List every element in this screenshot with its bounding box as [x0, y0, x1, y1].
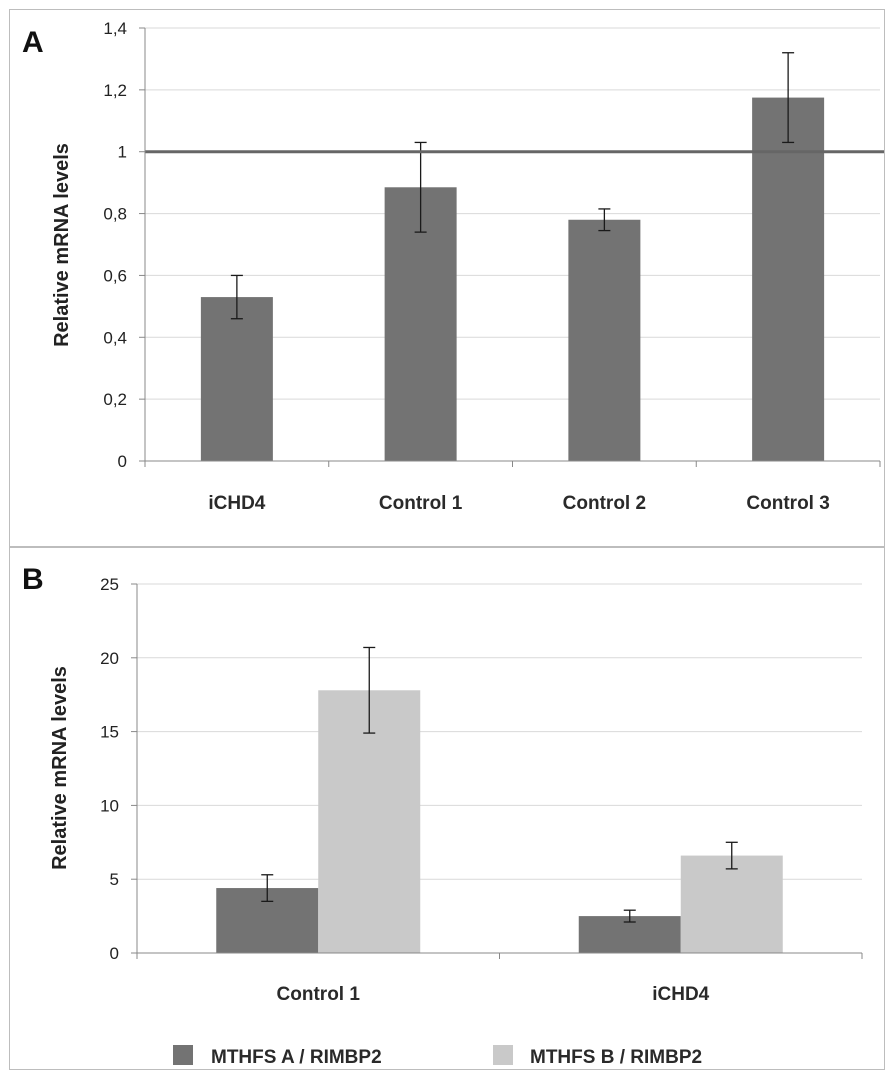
panel-a-bar	[752, 97, 825, 461]
panel-b-gridlines	[137, 583, 862, 880]
panel-a-y-tick-label: 1,4	[103, 19, 127, 38]
panel-a-bar	[568, 219, 641, 461]
legend-label: MTHFS B / RIMBP2	[530, 1047, 702, 1068]
panel-a-bars	[145, 52, 884, 461]
panel-a-category-label: Control 2	[563, 493, 646, 514]
panel-b-y-tick-label: 10	[100, 796, 119, 815]
panel-b-legend: MTHFS A / RIMBP2 MTHFS B / RIMBP2	[173, 1045, 702, 1068]
panel-a-category-label: Control 1	[379, 493, 463, 514]
panel-a-category-label: iCHD4	[208, 493, 265, 514]
panel-a-y-tick-label: 0,4	[103, 328, 127, 347]
panel-b-y-tick-label: 0	[110, 944, 119, 963]
panel-a-category-label: Control 3	[746, 493, 829, 514]
panel-b-y-tick-label: 20	[100, 649, 119, 668]
panel-a-y-tick-label: 1	[118, 143, 127, 162]
panel-b-bars	[216, 646, 783, 953]
panel-a-bar	[200, 297, 273, 461]
legend-swatch	[173, 1045, 193, 1065]
panel-b-category-label: Control 1	[277, 984, 361, 1005]
panel-b-axes: 0 5 10 15 20 25 Control 1 iCHD4	[100, 575, 863, 1005]
panel-a-y-tick-label: 1,2	[103, 81, 127, 100]
chart-panel-b: B 0 5 10 15 20 25 Control 1 iCHD4 Relative mRNA…	[9, 547, 885, 1070]
panel-b-y-tick-label: 5	[110, 870, 119, 889]
panel-b-y-axis-title: Relative mRNA levels	[49, 666, 71, 870]
legend-swatch	[493, 1045, 513, 1065]
legend-label: MTHFS A / RIMBP2	[211, 1047, 382, 1068]
panel-b-y-tick-label: 25	[100, 575, 119, 594]
panel-a-letter: A	[22, 26, 44, 59]
panel-b-bar	[318, 690, 421, 953]
panel-a-border	[9, 9, 885, 547]
panel-b-border	[9, 547, 885, 1070]
panel-b-letter: B	[22, 563, 44, 596]
panel-a-y-tick-label: 0,6	[103, 266, 127, 285]
panel-a-y-tick-label: 0,2	[103, 390, 127, 409]
panel-b-bar	[680, 855, 783, 953]
panel-b-category-label: iCHD4	[652, 984, 709, 1005]
panel-b-y-tick-label: 15	[100, 723, 119, 742]
panel-a-y-tick-label: 0,8	[103, 205, 127, 224]
panel-a-bar	[384, 187, 457, 461]
panel-a-y-tick-label: 0	[118, 452, 127, 471]
panel-a-y-axis-title: Relative mRNA levels	[51, 143, 73, 347]
chart-panel-a: A 0 0,2 0,4 0,6 0,8 1 1,2 1,4 iCHD4 Control 1 Cont…	[9, 9, 885, 547]
panel-a-axes: 0 0,2 0,4 0,6 0,8 1 1,2 1,4 iCHD4 Control 1 Contro…	[103, 19, 881, 514]
